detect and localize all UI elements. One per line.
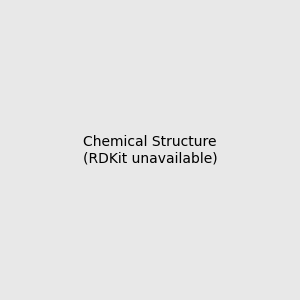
Text: Chemical Structure
(RDKit unavailable): Chemical Structure (RDKit unavailable) — [83, 135, 217, 165]
